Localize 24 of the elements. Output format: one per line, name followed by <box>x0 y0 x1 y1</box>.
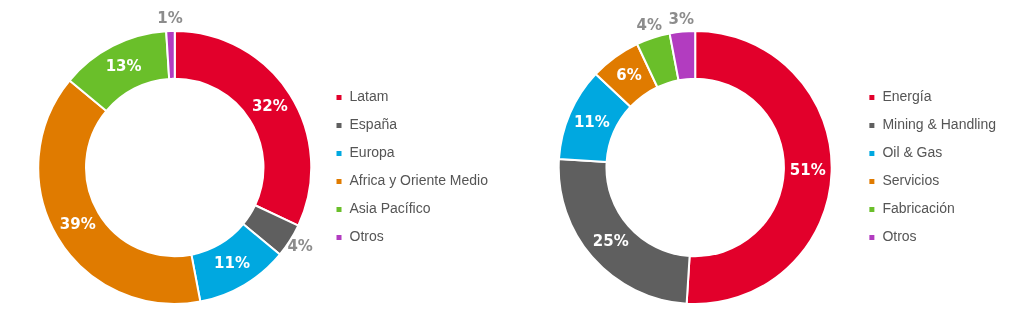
data-label: 11% <box>573 112 610 131</box>
legend-label: Latam <box>349 88 389 105</box>
legend-label: Energía <box>882 88 932 105</box>
data-label: 51% <box>789 160 826 179</box>
legend-label: Otros <box>349 228 384 245</box>
data-label: 4% <box>287 236 313 255</box>
data-label: 3% <box>668 9 694 28</box>
legend-label: Africa y Oriente Medio <box>349 172 489 189</box>
legend-label: Otros <box>882 228 917 245</box>
data-label: 1% <box>157 8 183 27</box>
data-label: 6% <box>616 66 642 85</box>
legend-label: Asia Pacífico <box>349 200 431 217</box>
legend-label: Fabricación <box>882 200 955 217</box>
legend-label: Oil & Gas <box>882 144 943 161</box>
data-label: 11% <box>214 254 251 273</box>
legend-label: Servicios <box>882 172 940 189</box>
data-label: 39% <box>59 214 96 233</box>
legend-label: España <box>349 116 398 133</box>
data-label: 13% <box>105 57 142 76</box>
legend-label: Europa <box>349 144 395 161</box>
legend-label: Mining & Handling <box>882 116 996 133</box>
data-label: 32% <box>251 97 288 116</box>
data-label: 25% <box>592 231 629 250</box>
data-label: 4% <box>636 16 663 35</box>
